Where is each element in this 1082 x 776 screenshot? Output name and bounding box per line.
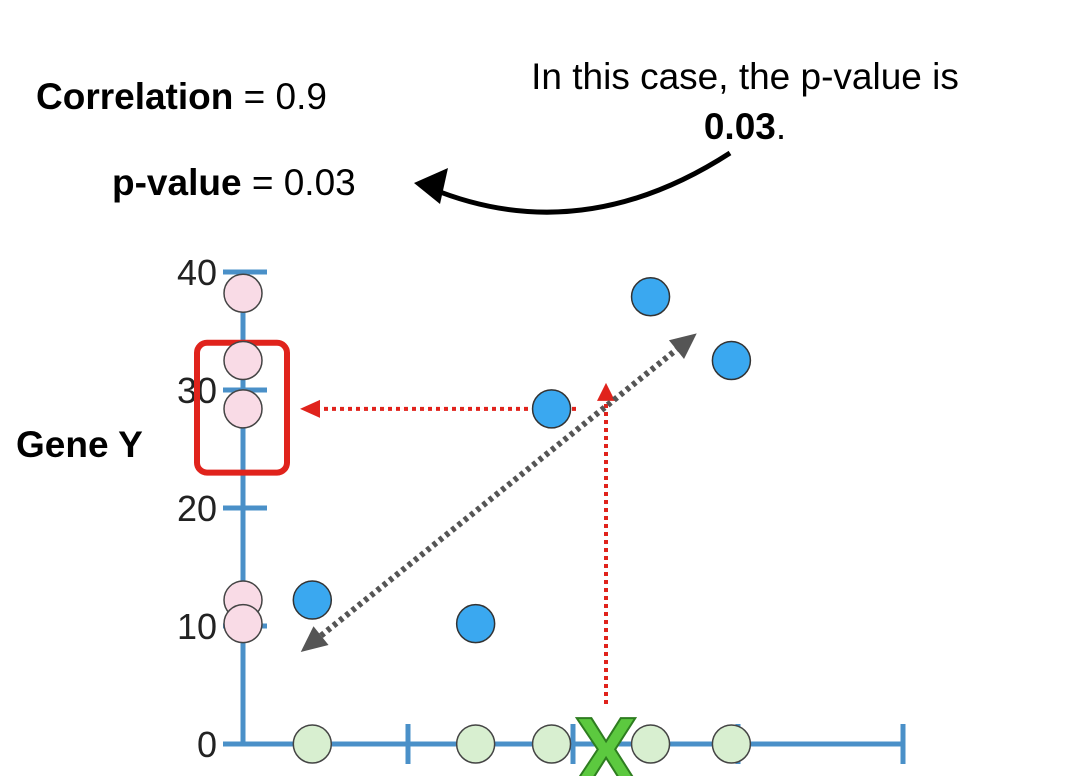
y-tick-label: 20	[177, 488, 217, 529]
y-tick-label: 40	[177, 252, 217, 293]
y-projection-point	[223, 603, 263, 644]
pvalue-value: 0.03	[283, 162, 356, 203]
data-point	[531, 389, 572, 429]
y-axis-label: Gene Y	[16, 424, 143, 465]
callout-arrow	[429, 150, 732, 215]
y-projection-point	[223, 389, 263, 429]
callout-period: .	[775, 106, 787, 147]
data-point	[292, 580, 333, 620]
x-projection-point	[531, 724, 572, 764]
y-projection-point	[223, 273, 263, 313]
pvalue-label: p-value	[112, 162, 242, 203]
y-tick-label: 10	[177, 606, 217, 647]
data-points	[292, 277, 752, 644]
callout-sentence: In this case, the p-value is	[531, 56, 959, 97]
pvalue-equals: =	[251, 162, 274, 203]
y-projection-point	[223, 340, 263, 381]
callout-value: 0.03	[703, 106, 776, 147]
correlation-equals: =	[243, 76, 266, 117]
callout-arrow-head	[414, 168, 448, 204]
y-tick-label: 0	[197, 724, 217, 765]
x-marker: X	[574, 698, 638, 776]
x-projection-point	[711, 724, 752, 764]
guide-arrows	[300, 333, 697, 704]
data-point	[711, 340, 752, 381]
data-point	[455, 603, 496, 644]
x-projection-point	[292, 724, 333, 764]
trend-arrow-line	[312, 342, 685, 644]
trend-arrowhead-start	[300, 626, 329, 652]
correlation-annotation: Correlation = 0.9	[36, 76, 327, 118]
data-point	[630, 277, 671, 317]
correlation-label: Correlation	[36, 76, 234, 117]
callout-text: In this case, the p-value is 0.03.	[470, 52, 1020, 152]
x-marker-layer: X	[573, 697, 639, 776]
horizontal-projection-arrowhead	[300, 399, 320, 418]
x-projection-point	[630, 724, 671, 764]
x-projection-point	[455, 724, 496, 764]
pvalue-annotation: p-value = 0.03	[112, 162, 356, 204]
correlation-value: 0.9	[275, 76, 327, 117]
projection-points	[223, 273, 752, 764]
vertical-projection-arrowhead	[597, 382, 615, 401]
trend-arrowhead-end	[668, 333, 697, 360]
